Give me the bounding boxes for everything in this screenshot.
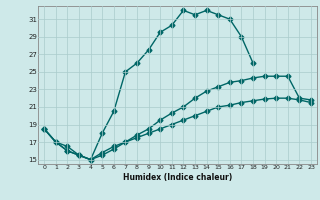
- X-axis label: Humidex (Indice chaleur): Humidex (Indice chaleur): [123, 173, 232, 182]
